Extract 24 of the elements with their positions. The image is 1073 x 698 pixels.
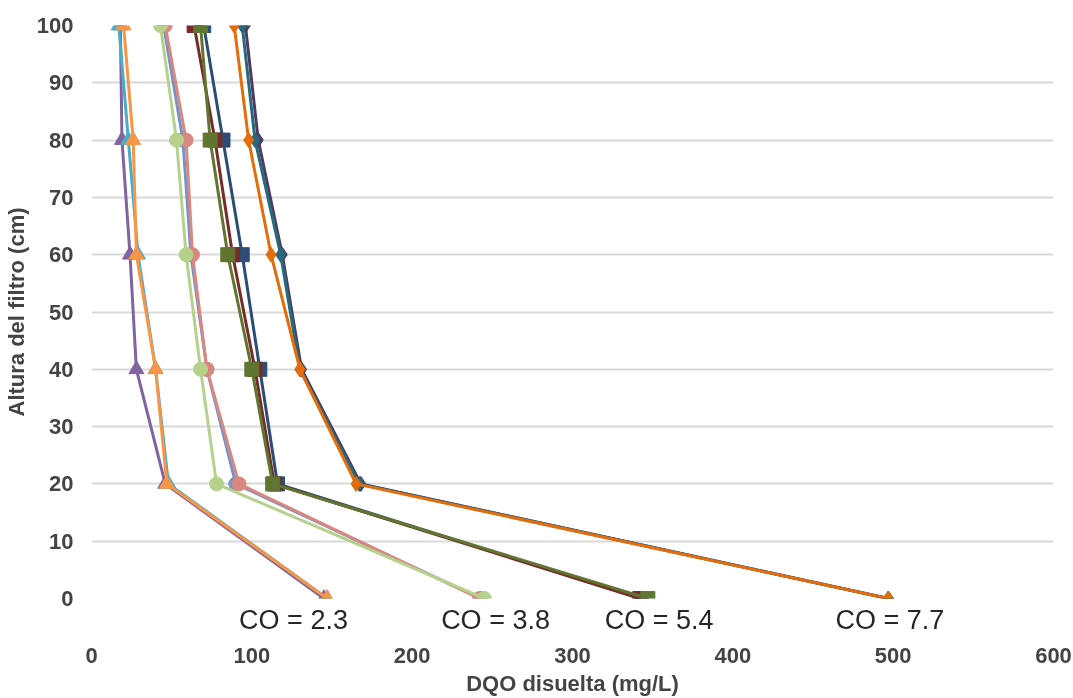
y-axis-title: Altura del filtro (cm) [3,207,29,417]
y-tick-label: 40 [49,356,74,382]
y-tick-label: 0 [61,586,74,611]
y-tick-label: 80 [49,127,74,153]
x-axis-title: DQO disuelta (mg/L) [466,670,679,696]
text: CO = 2.3 [239,604,348,635]
x-tick-label: 300 [554,642,591,668]
y-tick-label: 90 [49,70,74,96]
text: CO = 3.8 [441,604,550,635]
x-tick-label: 200 [393,642,431,668]
y-tick-label: 30 [49,414,74,440]
x-tick-label: 100 [233,642,271,668]
y-tick-label: 50 [49,299,74,325]
y-tick-label: 70 [49,184,74,210]
y-tick-label: 10 [49,528,74,554]
y-tick-label: 60 [49,242,74,268]
x-tick-label: 400 [714,642,752,668]
x-tick-label: 0 [85,642,98,668]
x-tick-label: 500 [874,642,912,668]
text: CO = 7.7 [835,604,945,635]
y-tick-label: 20 [49,471,74,497]
text: CO = 5.4 [604,604,714,635]
y-tick-label: 100 [36,13,74,38]
x-tick-label: 600 [1035,642,1072,668]
